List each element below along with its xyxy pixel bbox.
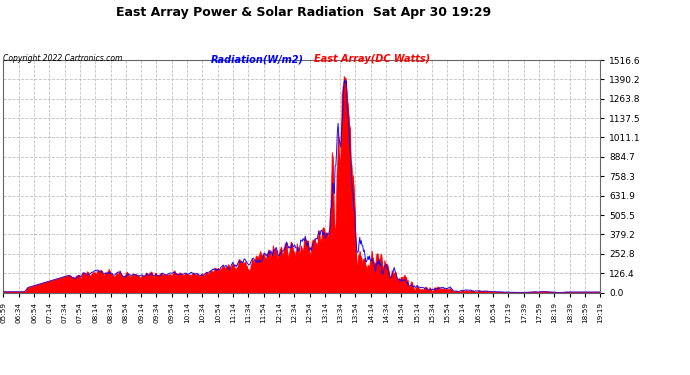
Text: Radiation(W/m2): Radiation(W/m2) <box>210 54 304 64</box>
Text: East Array(DC Watts): East Array(DC Watts) <box>314 54 430 64</box>
Text: East Array Power & Solar Radiation  Sat Apr 30 19:29: East Array Power & Solar Radiation Sat A… <box>116 6 491 19</box>
Text: Copyright 2022 Cartronics.com: Copyright 2022 Cartronics.com <box>3 54 123 63</box>
